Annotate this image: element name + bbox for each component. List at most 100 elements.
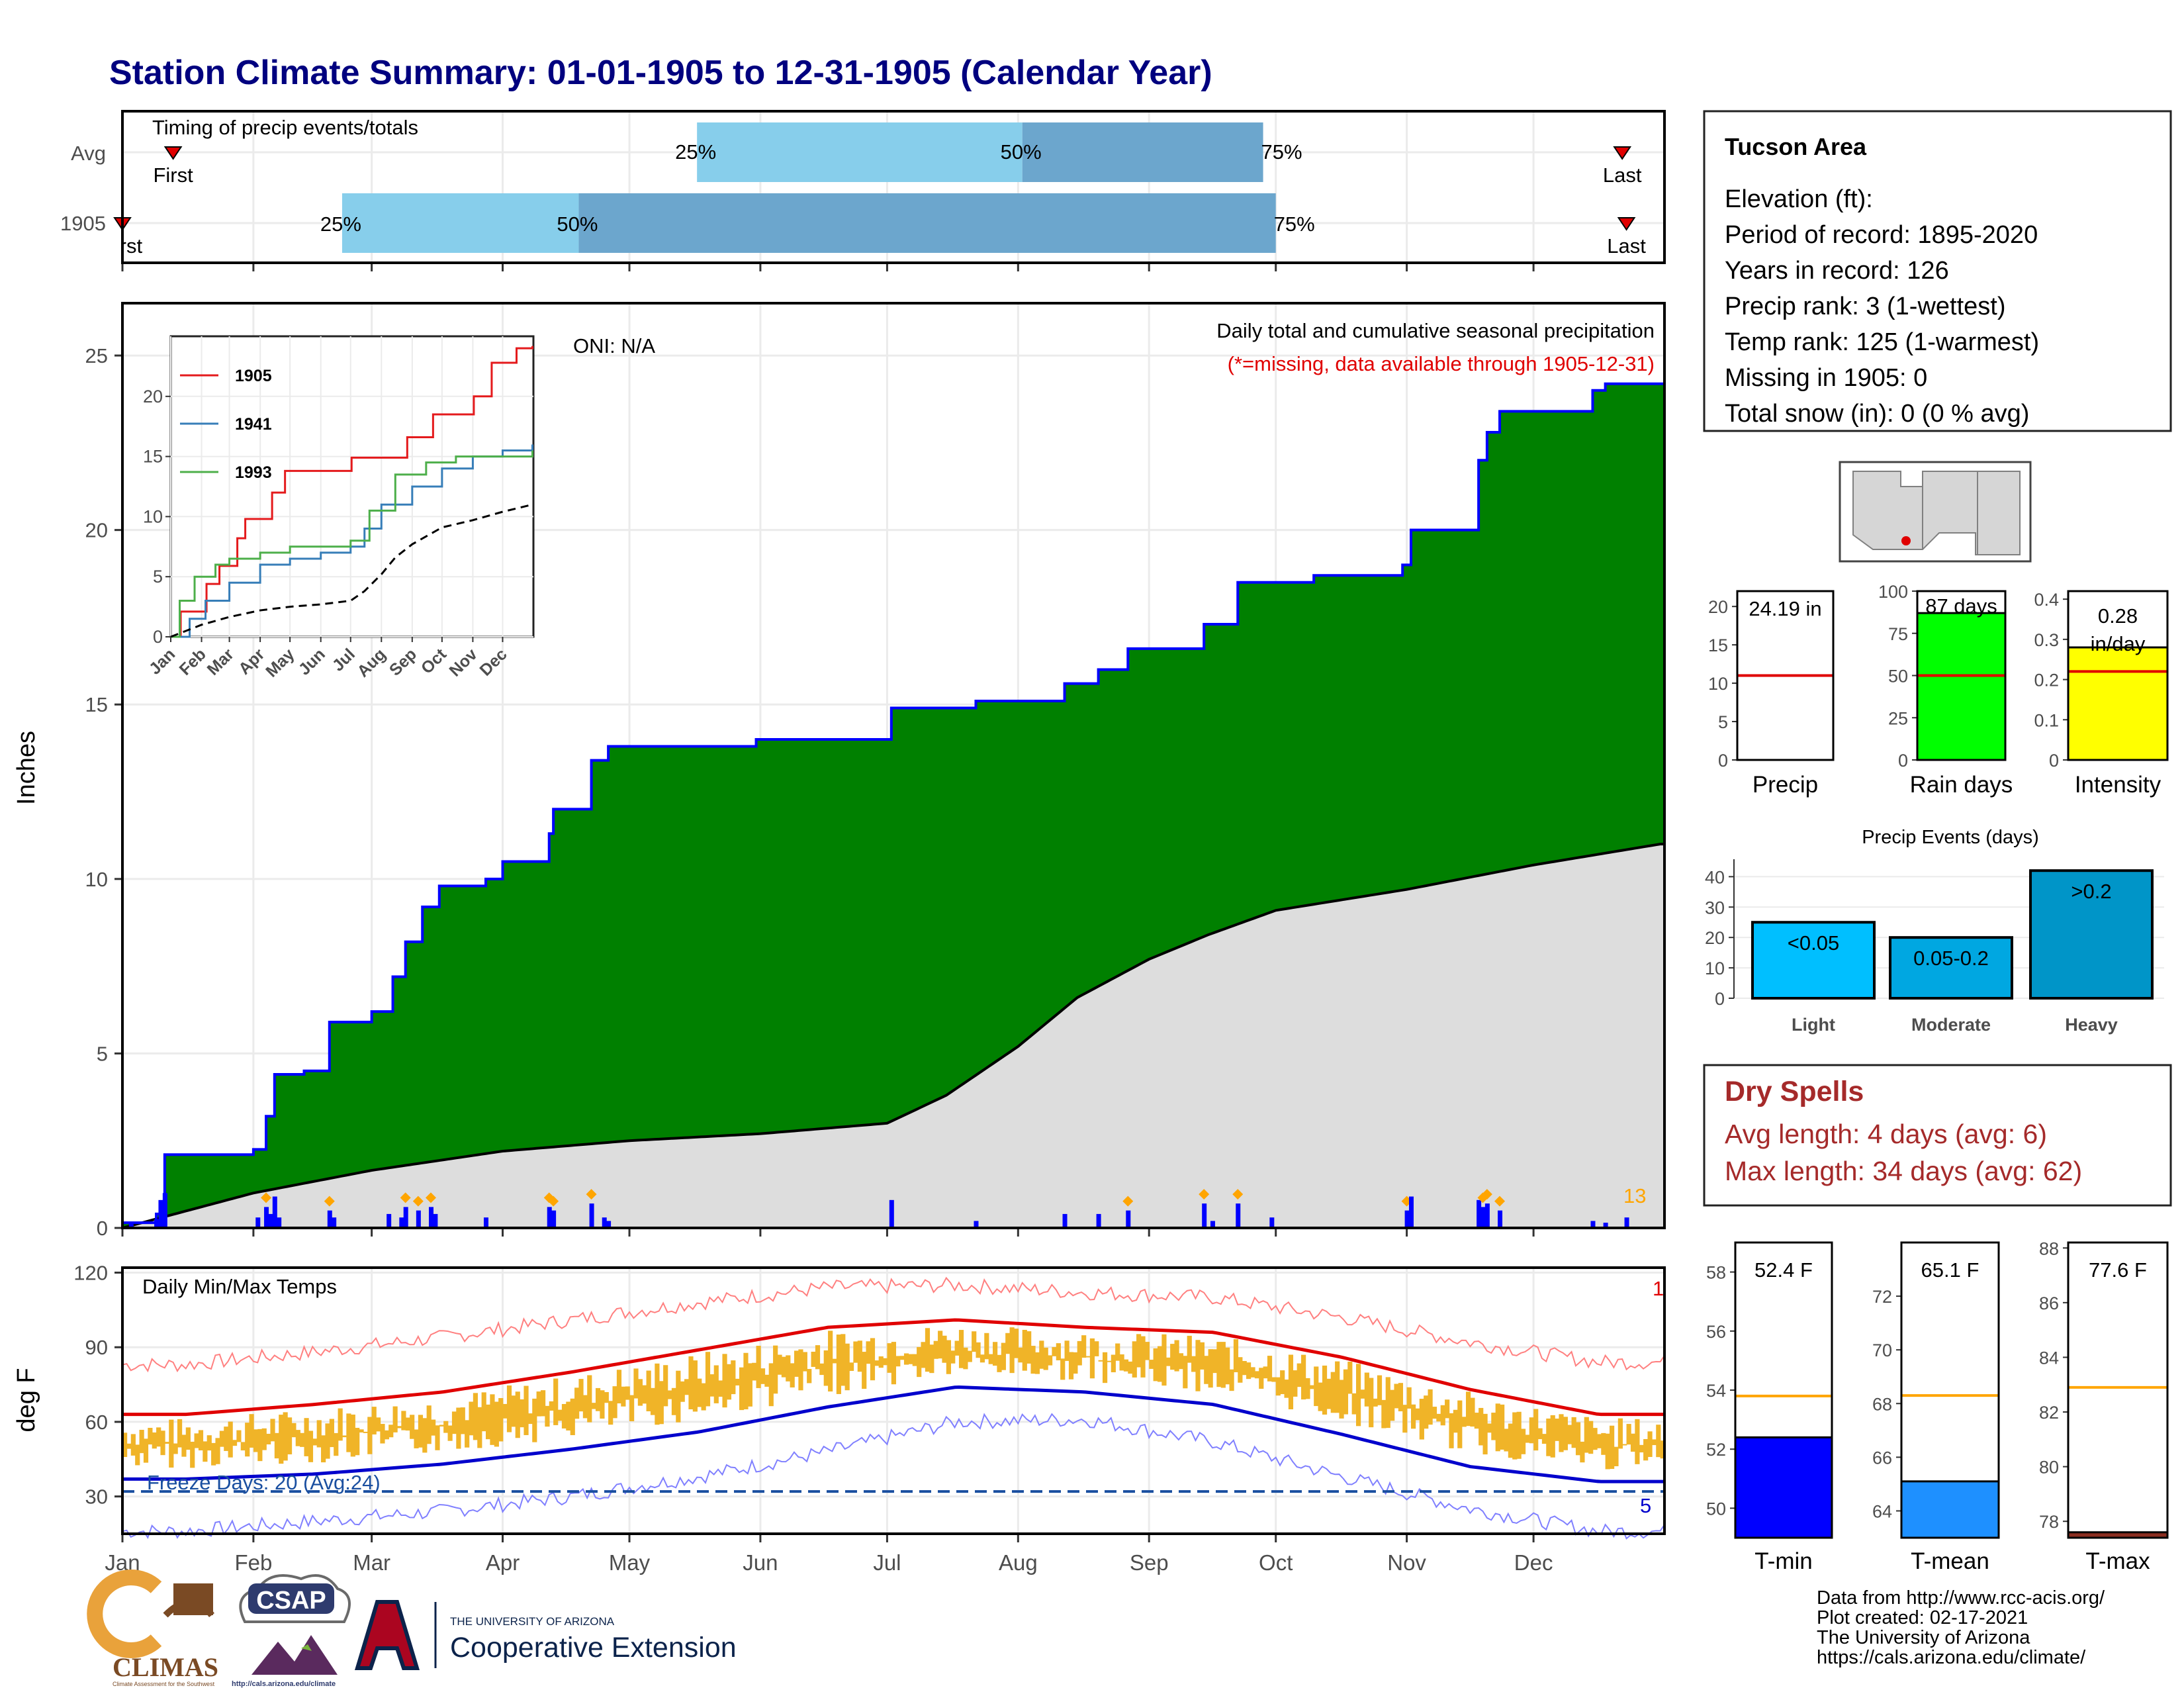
daily-temp-bar [659,1381,664,1425]
daily-temp-bar [169,1419,174,1468]
daily-temp-bar [1250,1367,1255,1378]
daily-precip-bar [1096,1213,1101,1228]
events-bar-light [1751,921,1876,1000]
daily-temp-bar [798,1349,803,1391]
daily-temp-bar [274,1432,279,1459]
intensity-label: Intensity [2075,772,2161,798]
precip-ytick-label: 10 [85,868,108,891]
daily-temp-bar [807,1369,812,1383]
daily-temp-bar [735,1378,740,1385]
daily-temp-bar [1136,1334,1142,1368]
daily-temp-bar [164,1442,170,1444]
csap-logo-text: CSAP [256,1587,326,1615]
daily-precip-bar [1624,1217,1629,1228]
temp-ytick-label: 60 [85,1411,108,1434]
daily-temp-bar [443,1421,449,1433]
timing-first-label-avg: First [153,164,193,187]
daily-temp-bar [316,1420,322,1448]
ua-logo: THE UNIVERSITY OF ARIZONA Cooperative Ex… [354,1600,737,1670]
daily-temp-bar [1457,1400,1463,1448]
daily-temp-bar [363,1431,369,1433]
daily-temp-bar [1005,1333,1011,1354]
daily-temp-bar [1102,1352,1108,1383]
tmean-border [1900,1241,2000,1539]
daily-temp-bar [359,1429,364,1432]
month-tick-aug: Aug [999,1550,1038,1575]
daily-temp-bar [1259,1368,1264,1389]
daily-temp-bar [346,1413,351,1452]
climas-logo-text: CLIMAS [113,1652,218,1682]
daily-temp-bar [312,1438,318,1446]
daily-temp-bar [1482,1413,1488,1455]
daily-temp-bar [181,1434,187,1457]
daily-temp-bar [1656,1425,1661,1458]
daily-temp-bar [148,1427,153,1445]
daily-temp-bar [549,1401,554,1411]
daily-temp-bar [392,1406,398,1432]
daily-temp-bar [887,1343,892,1373]
daily-temp-bar [938,1331,943,1359]
tmean-ytick-label: 64 [1872,1501,1892,1521]
daily-precip-bar [1498,1210,1503,1228]
precip_total-ytick-label: 0 [1718,751,1728,771]
daily-precip-bar [128,1223,134,1228]
footer-line: Plot created: 02-17-2021 [1817,1607,2028,1628]
climas-logo-subtext: Climate Assessment for the Southwest [113,1681,215,1687]
daily-temp-bar [844,1343,850,1391]
station-info-line: Missing in 1905: 0 [1725,364,1927,392]
daily-temp-bar [1537,1428,1543,1440]
daily-temp-bar [557,1409,563,1421]
dry-spells-box: Dry Spells Avg length: 4 days (avg: 6) M… [1703,1064,2172,1207]
daily-temp-bar [261,1428,267,1450]
daily-temp-bar [245,1423,250,1457]
daily-temp-bar [1174,1340,1179,1372]
daily-temp-bar [958,1330,964,1368]
timing-bar-q25-q50-avg [697,122,1023,182]
daily-temp-bar [1364,1372,1369,1407]
daily-precip-bar [332,1217,337,1228]
daily-temp-bar [1470,1397,1475,1427]
daily-temp-bar [1229,1369,1234,1391]
timing-row-1905: 1905 [60,212,106,235]
daily-temp-bar [1563,1417,1568,1450]
daily-temp-bar [1601,1432,1606,1455]
daily-temp-bar [1115,1343,1120,1361]
daily-temp-bar [295,1430,300,1446]
daily-temp-bar [300,1432,305,1447]
daily-temp-bar [388,1425,394,1438]
daily-temp-bar [646,1370,651,1411]
daily-temp-bar [743,1352,749,1410]
cumulative-1905-line [121,382,1664,1228]
daily-temp-bar [481,1392,486,1432]
daily-temp-bar [823,1350,829,1386]
daily-temp-bar [1233,1339,1239,1372]
daily-temp-bar [874,1360,880,1366]
daily-temp-bar [418,1415,424,1448]
daily-temp-bar [1541,1434,1547,1444]
daily-temp-bar [773,1345,778,1394]
daily-temp-bar [929,1344,934,1374]
daily-temp-bar [933,1340,938,1359]
daily-temp-bar [1132,1341,1137,1378]
daily-temp-bar [1060,1358,1066,1380]
precip-total-chart: 0 5 10 15 20 24.19 in Precip 0 25 50 75 100 87 days R… [1708,582,2169,798]
daily-temp-bar [1107,1360,1112,1362]
daily-precip-marker [412,1196,424,1207]
daily-temp-bar [477,1407,482,1448]
daily-temp-bar [1111,1354,1116,1373]
daily-precip-marker [1481,1189,1492,1200]
daily-temp-bar [1254,1371,1259,1379]
daily-temp-bar [1123,1359,1129,1372]
daily-temp-bar [485,1404,491,1440]
month-tick-apr: Apr [486,1550,520,1575]
events-category-light: Light [1792,1015,1835,1035]
daily-temp-bar [1555,1418,1560,1441]
daily-temp-bar [1508,1423,1513,1458]
daily-temp-bar [1267,1356,1273,1382]
timing-label-q25-1905: 25% [320,212,361,236]
daily-temp-bar [520,1399,525,1428]
daily-temp-bar [257,1429,263,1462]
daily-temp-bar [384,1430,389,1440]
precip-corner-count: 13 [1623,1184,1646,1207]
daily-temp-bar [963,1347,968,1370]
